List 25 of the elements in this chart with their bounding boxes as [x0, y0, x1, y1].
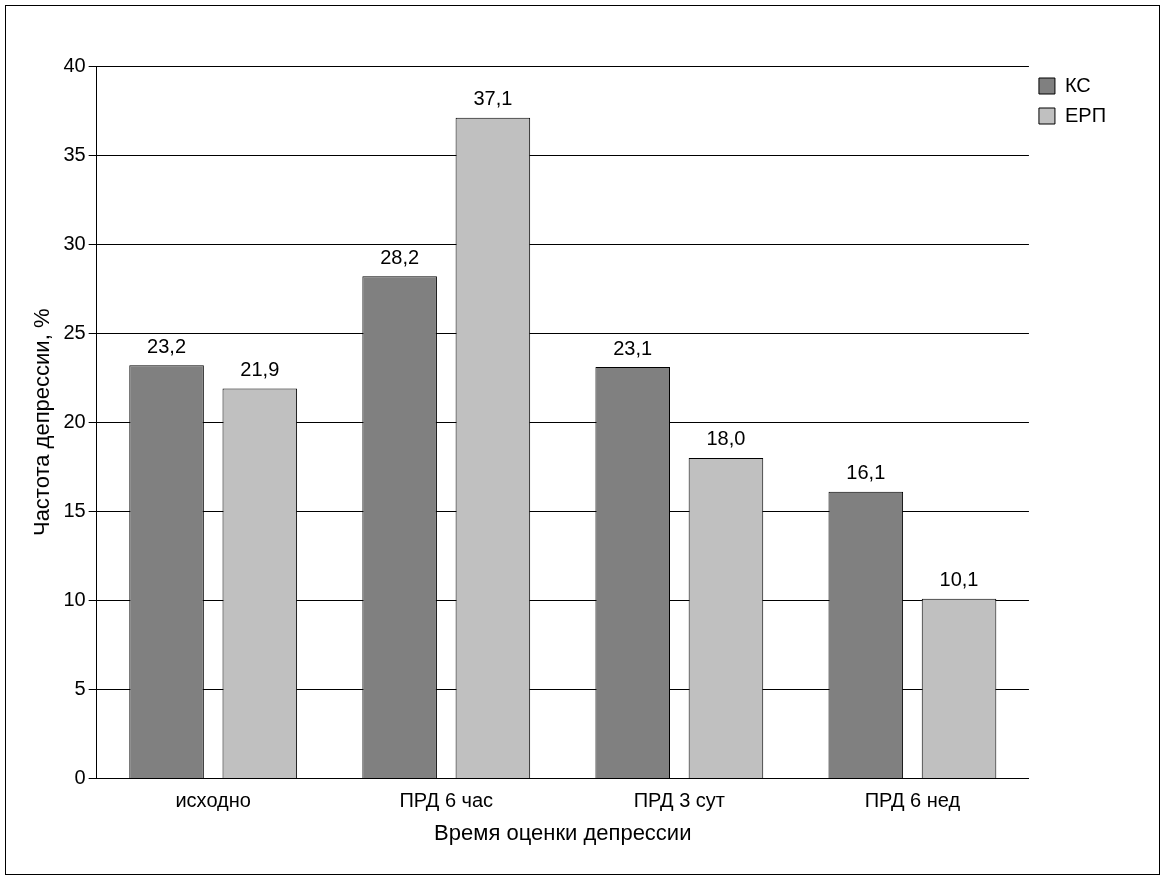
x-axis-title: Время оценки депрессии: [434, 819, 692, 845]
x-tick-label: исходно: [175, 789, 251, 812]
x-tick-label: ПРД 3 сут: [633, 789, 725, 812]
data-label: 21,9: [240, 357, 280, 380]
data-label: 10,1: [939, 568, 979, 591]
x-tick-label: ПРД 6 нед: [864, 789, 961, 812]
y-tick-label: 15: [63, 498, 86, 521]
y-tick-label: 0: [74, 766, 86, 789]
y-tick-label: 35: [63, 142, 86, 165]
legend-label: ЕРП: [1064, 103, 1107, 126]
data-label: 37,1: [473, 87, 513, 110]
data-label: 23,2: [147, 334, 187, 357]
y-tick-label: 40: [63, 53, 86, 76]
y-axis-title: Частота депрессии, %: [29, 308, 55, 537]
x-tick-label: ПРД 6 час: [399, 789, 494, 812]
data-label: 18,0: [706, 427, 746, 450]
y-tick-label: 5: [74, 677, 86, 700]
y-tick-label: 20: [63, 409, 86, 432]
y-tick-label: 25: [63, 320, 86, 343]
data-label: 16,1: [846, 461, 886, 484]
y-tick-label: 10: [63, 587, 86, 610]
legend-label: КС: [1064, 73, 1091, 96]
y-tick-label: 30: [63, 231, 86, 254]
data-label: 28,2: [380, 245, 420, 268]
data-label: 23,1: [613, 336, 653, 359]
